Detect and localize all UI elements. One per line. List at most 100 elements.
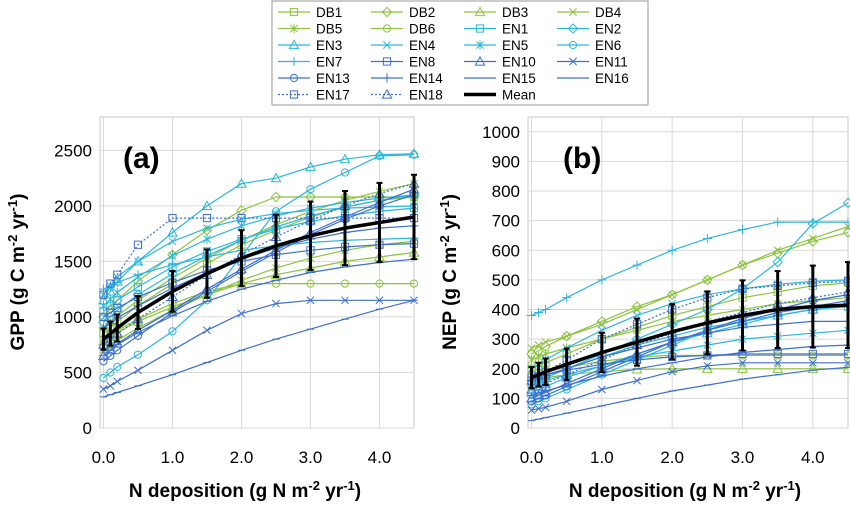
a-point-en5-6 [237,221,246,231]
b-point-en7-8 [737,224,748,235]
a-point-en11-6 [237,309,246,318]
a-point-en3-8 [305,161,316,172]
b-y-tick-label-6: 600 [492,241,520,260]
b-y-tick-label-3: 300 [492,330,520,349]
a-point-en3-9 [339,153,351,164]
legend-label-en7: EN7 [316,55,342,70]
legend-entry-en1: EN1 [464,22,528,37]
b-point-en7-10 [808,217,818,227]
legend-label-en14: EN14 [409,71,443,86]
legend-marker-en5 [476,40,484,50]
legend-entry-en3: EN3 [278,38,342,53]
b-point-en11-8 [738,358,747,367]
a-point-en8-2 [113,303,122,313]
a-line-en17 [102,217,414,296]
a-y-tick-label-2: 1000 [54,308,92,327]
b-series-en15 [527,366,850,422]
a-point-en6-2 [113,362,122,372]
a-point-en17-1 [106,279,115,288]
a-point-en5-1 [106,294,115,304]
ticks-a: 0 500 1000 1500 2000 2500 0.0 1.0 2.0 3.0 4.0 [54,141,391,467]
b-point-en11-10 [808,358,817,367]
legend-entry-en13: EN13 [278,71,350,86]
legend-label-en15: EN15 [502,71,536,86]
a-point-en17-3 [133,240,143,249]
a-series-mean [100,173,417,351]
legend-label-en4: EN4 [409,38,436,53]
a-series-db5 [99,236,418,355]
legend-entry-en2: EN2 [557,22,621,37]
legend-entry-en6: EN6 [557,38,621,53]
b-point-en8-9 [773,349,782,359]
legend-box [271,0,649,106]
b-point-db5-2 [541,349,550,359]
legend-entry-en17: EN17 [278,88,350,103]
a-line-en3 [103,153,415,301]
b-x-tick-label-3: 3.0 [731,448,755,467]
b-point-en13-2 [541,391,550,400]
b-point-en11-0 [527,406,536,415]
a-point-en11-0 [99,385,108,394]
b-point-en13-1 [534,394,543,403]
b-point-en3-2 [540,380,552,391]
legend-label-en17: EN17 [316,88,350,103]
b-point-db3-9 [772,363,784,373]
a-point-en11-10 [375,296,384,305]
b-point-en2-11 [842,197,850,209]
b-point-db4-2 [541,338,550,347]
b-line-en10 [531,300,849,399]
b-y-tick-label-7: 700 [492,212,520,231]
a-series-en16 [98,258,419,357]
legend-marker-db4 [569,8,577,16]
a-line-mean [102,215,415,341]
a-point-en7-3 [133,270,143,280]
b-series-clip [526,197,850,422]
b-point-db4-1 [534,341,543,350]
legend-entry-db1: DB1 [278,5,342,20]
a-point-en17-0 [99,290,108,299]
legend-label-en10: EN10 [502,55,536,70]
x-axis-title-a: N deposition (g N m-2 yr-1) [129,478,361,503]
a-y-tick-label-4: 2000 [54,197,92,216]
b-y-tick-label-2: 200 [492,360,520,379]
legend-marker-db1 [289,7,299,17]
a-point-en3-5 [201,200,213,210]
y-axis-title-b: NEP (g C m-2 yr-1) [437,194,462,350]
legend-label-en1: EN1 [502,22,528,37]
b-line-mean [530,303,849,380]
b-line-en15 [531,366,849,422]
a-point-db6-9 [340,279,350,288]
a-point-en5-2 [113,287,122,298]
a-point-en11-9 [341,296,349,305]
legend-label-en2: EN2 [595,22,621,37]
legend-label-en8: EN8 [409,55,435,70]
b-line-db2 [531,231,849,355]
b-point-db5-0 [527,355,536,365]
legend-marker-en4 [383,41,391,49]
series-a [97,148,420,398]
b-point-en7-0 [526,310,537,321]
b-point-en7-5 [632,260,642,270]
b-point-en11-1 [534,404,543,413]
b-point-db5-1 [534,352,543,362]
a-point-en13-0 [99,357,108,366]
b-point-db4-10 [808,234,817,243]
legend-marker-db2 [381,6,393,18]
a-line-en7 [103,237,415,290]
a-point-en11-5 [203,326,211,335]
legend-label-en5: EN5 [502,38,528,53]
legend-entry-db3: DB3 [464,5,528,20]
a-point-en11-3 [134,366,142,375]
b-point-db4-7 [703,275,712,284]
a-point-en11-2 [113,377,122,386]
legend-entry-en4: EN4 [371,38,436,53]
b-point-db4-4 [597,320,606,329]
a-point-db6-11 [409,279,419,288]
legend-label-mean: Mean [502,88,536,103]
a-x-tick-label-4: 4.0 [368,448,392,467]
b-series-en4 [527,275,850,373]
b-series-mean [528,261,850,390]
a-point-en11-4 [168,346,177,355]
a-x-tick-label-0: 0.0 [92,448,116,467]
ticks-b: 0 100 200 300 400 500 600 700 800 900 1000 0.0 1.0 2.… [482,123,824,467]
